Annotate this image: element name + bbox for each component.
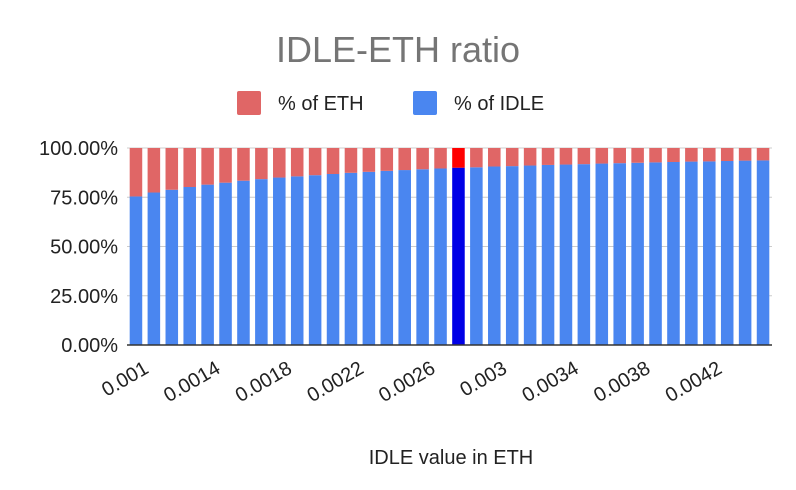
legend-swatch-idle [413, 91, 437, 115]
bar-idle [631, 162, 644, 345]
bar-idle [380, 170, 394, 345]
bar-eth [165, 148, 179, 190]
bar-eth [219, 148, 232, 183]
bar-eth [667, 148, 680, 162]
bar-idle [255, 179, 268, 345]
bar-eth [344, 148, 358, 173]
bar-idle [488, 166, 501, 345]
bar-idle [595, 163, 609, 345]
bar-idle [649, 162, 662, 345]
bar-idle [344, 172, 358, 345]
bar-eth [147, 148, 161, 193]
bar-eth [416, 148, 429, 170]
bars [129, 148, 770, 345]
bar-eth [505, 148, 519, 167]
legend-swatch-eth [237, 91, 261, 115]
legend: % of ETH % of IDLE [237, 91, 544, 115]
bar-idle [416, 169, 429, 345]
bar-eth [523, 148, 537, 166]
y-tick-label: 50.00% [50, 237, 118, 259]
x-tick-label: 0.0038 [590, 357, 654, 407]
legend-label-eth: % of ETH [278, 93, 364, 115]
bar-idle [541, 164, 555, 345]
bar-idle [613, 163, 626, 345]
x-axis-label: IDLE value in ETH [369, 447, 534, 469]
bar-idle [201, 184, 214, 345]
bar-idle [129, 196, 143, 345]
y-tick-label: 100.00% [39, 138, 118, 160]
bar-eth [685, 148, 698, 162]
bar-eth [541, 148, 555, 165]
bar-eth [362, 148, 376, 172]
bar-idle [720, 161, 734, 345]
bar-eth [613, 148, 626, 164]
x-tick-label: 0.0018 [232, 357, 296, 407]
gridlines [127, 147, 772, 297]
bar-eth [577, 148, 591, 165]
bar-idle [470, 167, 483, 345]
x-tick-label: 0.0014 [160, 357, 224, 407]
legend-label-idle: % of IDLE [454, 93, 544, 115]
bar-idle [703, 161, 716, 345]
bar-idle [738, 160, 752, 345]
bar-eth [326, 148, 340, 174]
bar-eth [255, 148, 268, 180]
bar-eth [237, 148, 250, 181]
bar-eth [470, 148, 483, 168]
bar-idle [219, 182, 232, 345]
bar-idle [559, 164, 573, 345]
bar-idle [326, 174, 340, 345]
bar-eth [720, 148, 734, 161]
y-tick-label: 0.00% [61, 335, 118, 357]
bar-eth [183, 148, 196, 188]
bar-idle [183, 187, 196, 345]
bar-eth [434, 148, 447, 169]
bar-idle [165, 189, 179, 345]
bar-eth [398, 148, 411, 171]
bar-idle [505, 166, 519, 345]
bar-eth [452, 148, 465, 168]
x-tick-label: 0.0026 [375, 357, 439, 407]
x-axis-ticks: 0.001 0.0014 0.0018 0.0022 0.0026 0.003 0.0034… [98, 357, 726, 407]
chart-title: IDLE-ETH ratio [276, 29, 520, 70]
bar-idle [237, 180, 250, 345]
bar-idle [756, 160, 770, 345]
bar-idle [147, 192, 161, 345]
x-tick-label: 0.003 [456, 357, 510, 401]
bar-idle [434, 168, 447, 345]
bar-idle [667, 161, 680, 345]
bar-eth [631, 148, 644, 163]
y-axis-ticks: 0.00% 25.00% 50.00% 75.00% 100.00% [39, 138, 118, 357]
bar-eth [129, 148, 143, 197]
bar-idle [523, 165, 537, 345]
x-tick-label: 0.0042 [662, 357, 726, 407]
x-tick-label: 0.0034 [518, 357, 582, 407]
bar-eth [738, 148, 752, 161]
bar-eth [703, 148, 716, 162]
bar-idle [398, 170, 411, 345]
bar-idle [452, 167, 465, 345]
bar-idle [273, 177, 286, 345]
y-tick-label: 75.00% [50, 187, 118, 209]
bar-idle [577, 164, 591, 345]
bar-eth [649, 148, 662, 163]
bar-eth [756, 148, 770, 161]
bar-eth [201, 148, 214, 185]
bar-eth [273, 148, 286, 178]
bar-idle [290, 176, 304, 345]
bar-eth [380, 148, 394, 171]
x-tick-label: 0.001 [98, 357, 152, 401]
bar-eth [595, 148, 609, 164]
bar-eth [290, 148, 304, 177]
bar-eth [559, 148, 573, 165]
y-tick-label: 25.00% [50, 286, 118, 308]
bar-idle [362, 171, 376, 345]
bar-eth [308, 148, 322, 176]
bar-eth [488, 148, 501, 167]
bar-idle [308, 175, 322, 345]
bar-idle [685, 161, 698, 345]
x-tick-label: 0.0022 [303, 357, 367, 407]
